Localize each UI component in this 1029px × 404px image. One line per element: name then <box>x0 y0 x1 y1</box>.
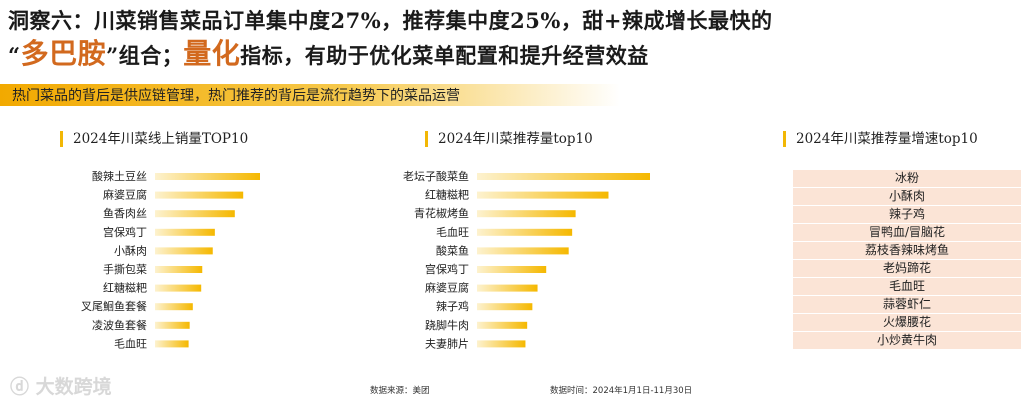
bar <box>155 173 260 180</box>
bar <box>155 303 193 311</box>
table-row: 小炒黄牛肉 <box>793 332 1021 349</box>
category-label: 毛血旺 <box>114 336 147 350</box>
bar <box>477 284 538 292</box>
close-quote: ” <box>106 43 119 68</box>
table-row: 冒鸭血/冒脑花 <box>793 224 1021 241</box>
highlight-term-quantify: 量化 <box>183 37 241 70</box>
category-label: 跷脚牛肉 <box>425 318 469 332</box>
category-label: 夫妻肺片 <box>425 337 469 350</box>
headline: 洞察六：川菜销售菜品订单集中度27%，推荐集中度25%，甜+辣成增长最快的 “多… <box>8 4 1023 72</box>
category-label: 宫保鸡丁 <box>103 225 147 239</box>
chart1-title: 2024年川菜线上销量TOP10 <box>60 131 248 147</box>
growth-table: 冰粉 小酥肉 辣子鸡 冒鸭血/冒脑花 荔枝香辣味烤鱼 老妈蹄花 毛血旺 蒜蓉虾仁 火爆腰花 小炒黄… <box>793 170 1021 350</box>
logo-text: 大数跨境 <box>35 376 112 398</box>
table-row: 火爆腰花 <box>793 314 1021 331</box>
table-row: 毛血旺 <box>793 278 1021 295</box>
bar <box>477 266 547 273</box>
table-title: 2024年川菜推荐量增速top10 <box>783 131 978 147</box>
table-row: 辣子鸡 <box>793 206 1021 223</box>
bar <box>155 191 244 199</box>
headline-mid: 组合； <box>118 43 184 68</box>
category-label: 红糖糍粑 <box>425 188 469 202</box>
category-label: 小酥肉 <box>114 244 147 257</box>
bar <box>477 210 576 218</box>
bar <box>155 284 202 292</box>
data-period: 数据时间：2024年1月1日-11月30日 <box>550 386 693 396</box>
bar <box>155 266 203 273</box>
category-label: 酸辣土豆丝 <box>92 169 147 183</box>
bar <box>477 228 573 236</box>
table-row: 冰粉 <box>793 170 1021 187</box>
bar <box>155 321 190 329</box>
bar <box>477 340 526 348</box>
table-row: 荔枝香辣味烤鱼 <box>793 242 1021 259</box>
bar <box>155 210 235 218</box>
category-label: 叉尾鮰鱼套餐 <box>81 299 147 313</box>
bar <box>477 303 533 311</box>
category-label: 辣子鸡 <box>436 299 469 313</box>
open-quote: “ <box>8 43 21 68</box>
category-label: 凌波鱼套餐 <box>92 318 147 332</box>
headline-line2: “多巴胺”组合；量化指标，有助于优化菜单配置和提升经营效益 <box>8 37 1023 72</box>
category-label: 鱼香肉丝 <box>103 206 147 220</box>
bar <box>155 340 189 348</box>
headline-tail: 指标，有助于优化菜单配置和提升经营效益 <box>240 43 649 68</box>
chart1-sales-top10: 酸辣土豆丝麻婆豆腐鱼香肉丝宫保鸡丁小酥肉手撕包菜红糖糍粑叉尾鮰鱼套餐凌波鱼套餐毛… <box>81 169 260 350</box>
category-label: 红糖糍粑 <box>103 281 147 295</box>
bar <box>477 191 609 199</box>
table-row: 小酥肉 <box>793 188 1021 205</box>
category-label: 麻婆豆腐 <box>103 188 147 202</box>
bar <box>477 173 650 180</box>
category-label: 青花椒烤鱼 <box>414 206 469 220</box>
highlight-term-dopamine: 多巴胺 <box>20 37 107 70</box>
bar <box>477 247 569 255</box>
category-label: 麻婆豆腐 <box>425 281 469 295</box>
headline-line1: 洞察六：川菜销售菜品订单集中度27%，推荐集中度25%，甜+辣成增长最快的 <box>8 8 773 33</box>
subtitle-banner: 热门菜品的背后是供应链管理，热门推荐的背后是流行趋势下的菜品运营 <box>0 84 620 106</box>
table-row: 蒜蓉虾仁 <box>793 296 1021 313</box>
chart2-title: 2024年川菜推荐量top10 <box>425 131 593 147</box>
bar <box>477 321 528 329</box>
category-label: 宫保鸡丁 <box>425 262 469 276</box>
bar <box>155 228 215 236</box>
table-row: 老妈蹄花 <box>793 260 1021 277</box>
data-source: 数据来源：美团 <box>370 386 430 396</box>
category-label: 老坛子酸菜鱼 <box>403 169 469 183</box>
brand-logo: ⓓ 大数跨境 <box>10 372 112 399</box>
banner-text: 热门菜品的背后是供应链管理，热门推荐的背后是流行趋势下的菜品运营 <box>12 88 460 104</box>
category-label: 酸菜鱼 <box>436 243 469 257</box>
bar <box>155 247 213 255</box>
logo-icon: ⓓ <box>10 376 30 398</box>
category-label: 毛血旺 <box>436 225 469 239</box>
category-label: 手撕包菜 <box>103 262 147 276</box>
